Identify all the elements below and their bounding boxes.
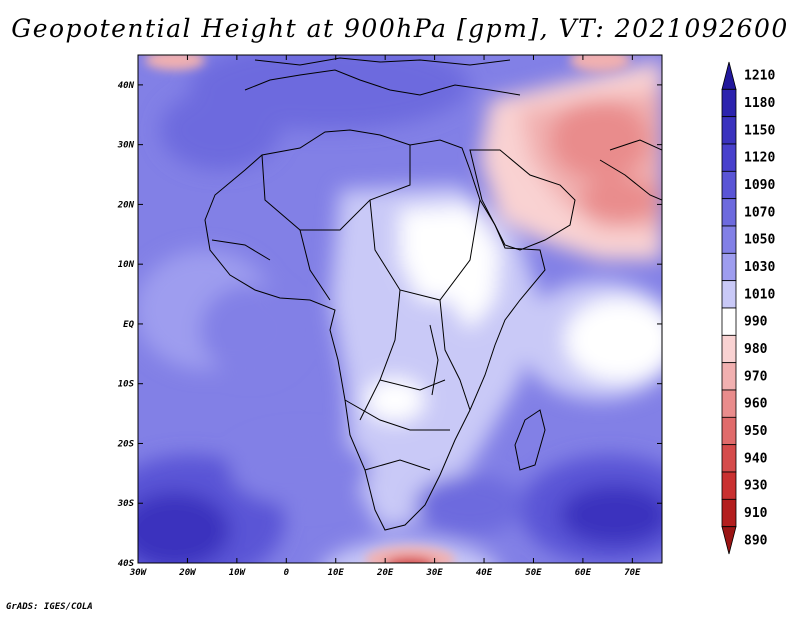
colorbar-swatch (721, 280, 737, 309)
grads-credit: GrADS: IGES/COLA (6, 602, 93, 612)
colorbar-label: 1150 (744, 123, 775, 138)
colorbar-swatch (721, 252, 737, 282)
y-axis: 40N 30N 20N 10N EQ 10S 20S 30S 40S (117, 81, 662, 569)
colorbar-label: 1180 (744, 96, 775, 111)
x-tick-label: 20E (376, 568, 394, 578)
x-tick-label: 70E (624, 568, 641, 578)
map-frame (137, 54, 663, 564)
colorbar-swatch (721, 307, 737, 336)
colorbar-label: 930 (744, 479, 768, 494)
coastlines (204, 57, 662, 531)
y-tick-label: 20N (117, 200, 135, 210)
colorbar-label: 910 (744, 506, 768, 521)
colorbar-label: 960 (744, 397, 768, 412)
y-tick-label: 40N (118, 81, 135, 91)
y-tick-label: 20S (117, 439, 135, 449)
colorbar-label: 990 (744, 315, 768, 330)
colorbar-swatch (721, 88, 737, 118)
x-tick-label: 30W (129, 568, 148, 578)
colorbar-label: 1030 (744, 260, 775, 275)
colorbar-swatch (721, 116, 737, 145)
y-tick-label: 30S (117, 499, 135, 509)
colorbar-label: 980 (744, 342, 768, 357)
y-tick-label: 10S (118, 380, 135, 390)
colorbar-swatch (721, 389, 737, 418)
colorbar-label: 1120 (744, 151, 775, 166)
colorbar-swatch (721, 526, 737, 555)
colorbar: 1210 1180 1150 1120 1090 1070 1050 1030 1010 990 9… (721, 61, 775, 555)
colorbar-swatch (721, 334, 737, 364)
x-tick-label: 10W (229, 568, 247, 578)
x-axis: 30W 20W 10W 0 10E 20E 30E 40E 50E 60E 70E (129, 55, 641, 578)
x-tick-label: 0 (284, 568, 290, 578)
colorbar-swatch (721, 143, 737, 172)
y-tick-label: 10N (118, 260, 135, 270)
colorbar-label: 950 (744, 424, 768, 439)
colorbar-label: 1010 (744, 287, 775, 302)
colorbar-swatch (721, 198, 737, 227)
colorbar-swatch (721, 362, 737, 391)
y-tick-label: EQ (123, 320, 134, 330)
colorbar-label: 1090 (744, 178, 775, 193)
colorbar-swatch (721, 170, 737, 200)
x-tick-label: 20W (178, 568, 197, 578)
y-tick-label: 40S (118, 559, 135, 569)
colorbar-swatch (721, 444, 737, 473)
colorbar-label: 970 (744, 369, 768, 384)
y-tick-label: 30N (117, 141, 135, 151)
height-field (138, 55, 662, 563)
colorbar-swatch (721, 498, 737, 528)
colorbar-swatch (721, 416, 737, 446)
colorbar-label: 1210 (744, 69, 775, 84)
x-tick-label: 60E (575, 568, 592, 578)
x-tick-label: 50E (525, 568, 542, 578)
x-tick-label: 30E (425, 568, 443, 578)
colorbar-swatch (721, 471, 737, 500)
colorbar-label: 890 (744, 533, 768, 548)
colorbar-swatch (721, 61, 737, 90)
colorbar-label: 1050 (744, 233, 775, 248)
map-title: Geopotential Height at 900hPa [gpm], VT:… (11, 14, 789, 43)
x-tick-label: 40E (476, 568, 493, 578)
colorbar-label: 940 (744, 451, 768, 466)
colorbar-label: 1070 (744, 205, 775, 220)
colorbar-swatch (721, 225, 737, 254)
x-tick-label: 10E (328, 568, 345, 578)
